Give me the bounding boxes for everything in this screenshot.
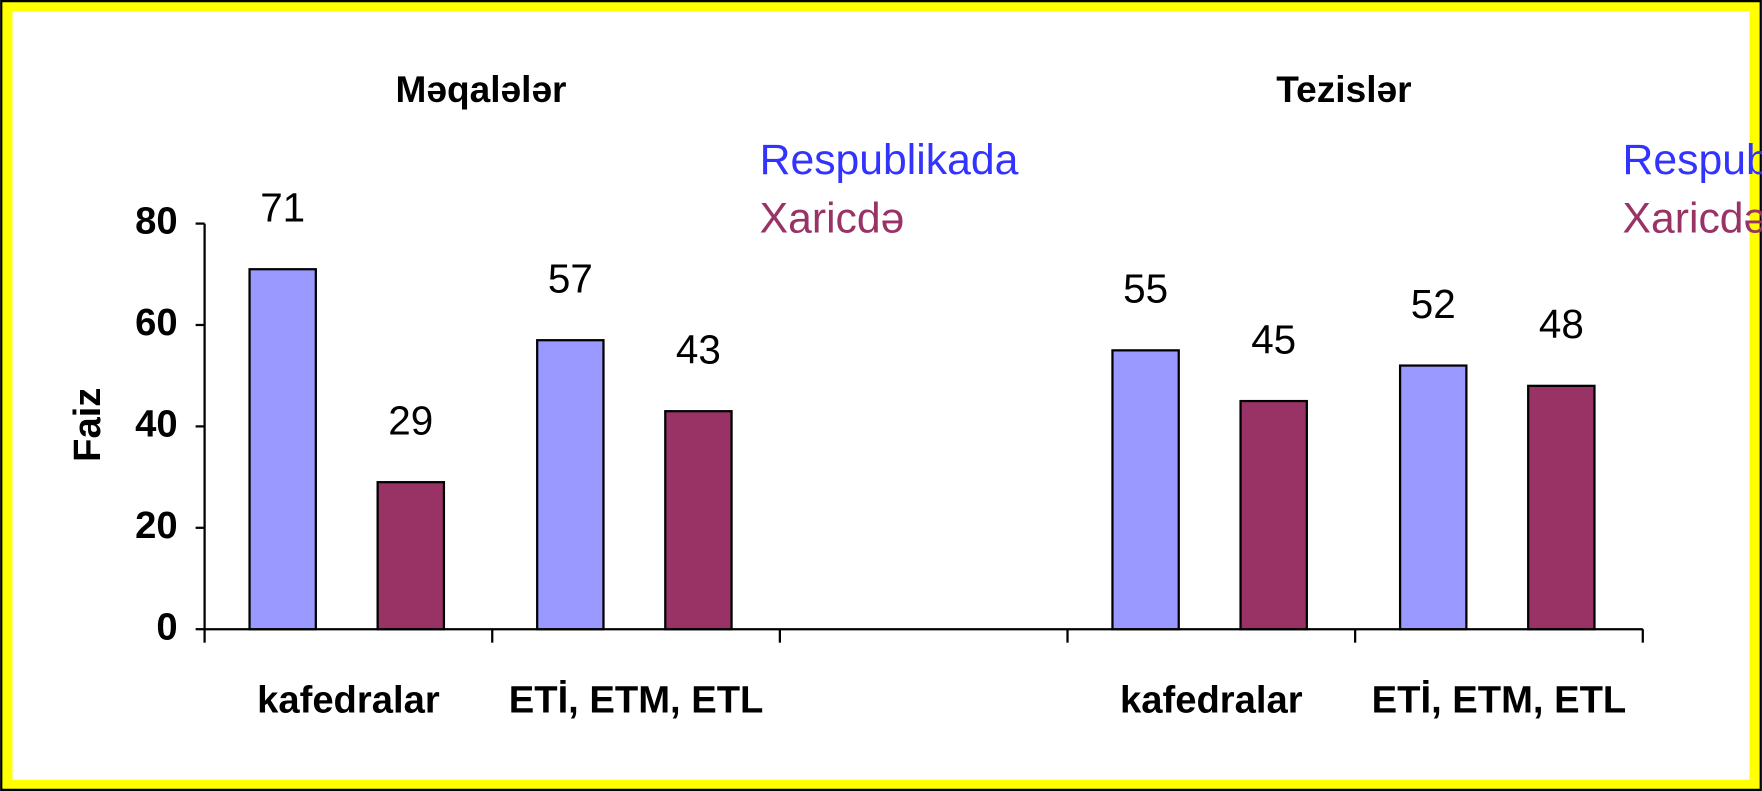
y-axis-label: Faiz xyxy=(66,388,109,462)
value-label: 43 xyxy=(676,326,721,372)
bar xyxy=(1398,364,1468,631)
legend-label: Xaricdə xyxy=(1623,195,1762,243)
value-label: 52 xyxy=(1411,281,1456,327)
y-tick-label: 60 xyxy=(135,301,177,344)
legend-label: Xaricdə xyxy=(760,195,905,243)
value-label: 57 xyxy=(548,255,593,301)
x-tick-label: ETİ, ETM, ETL xyxy=(1372,678,1627,721)
value-label: 55 xyxy=(1123,266,1168,312)
legend-label: Respublikada xyxy=(760,136,1019,184)
value-label: 29 xyxy=(388,397,433,443)
x-tick-label: kafedralar xyxy=(1120,678,1303,721)
x-tick-label: kafedralar xyxy=(257,678,440,721)
y-tick-label: 40 xyxy=(135,402,177,445)
bar xyxy=(664,410,733,631)
bar xyxy=(1239,399,1308,631)
y-tick-label: 20 xyxy=(135,504,177,547)
legend-label: Respublikada xyxy=(1623,136,1762,184)
x-tick-label: ETİ, ETM, ETL xyxy=(509,678,764,721)
bar xyxy=(248,268,317,631)
value-label: 45 xyxy=(1251,316,1296,362)
value-label: 48 xyxy=(1539,301,1584,347)
bar xyxy=(1527,384,1596,631)
y-tick-label: 80 xyxy=(135,200,177,243)
group-title: Tezislər xyxy=(1276,68,1411,110)
value-label: 71 xyxy=(260,184,305,230)
bar xyxy=(536,339,605,631)
bar xyxy=(376,481,446,631)
y-tick-label: 0 xyxy=(156,605,177,648)
group-title: Məqalələr xyxy=(396,68,567,110)
bar xyxy=(1111,349,1180,631)
